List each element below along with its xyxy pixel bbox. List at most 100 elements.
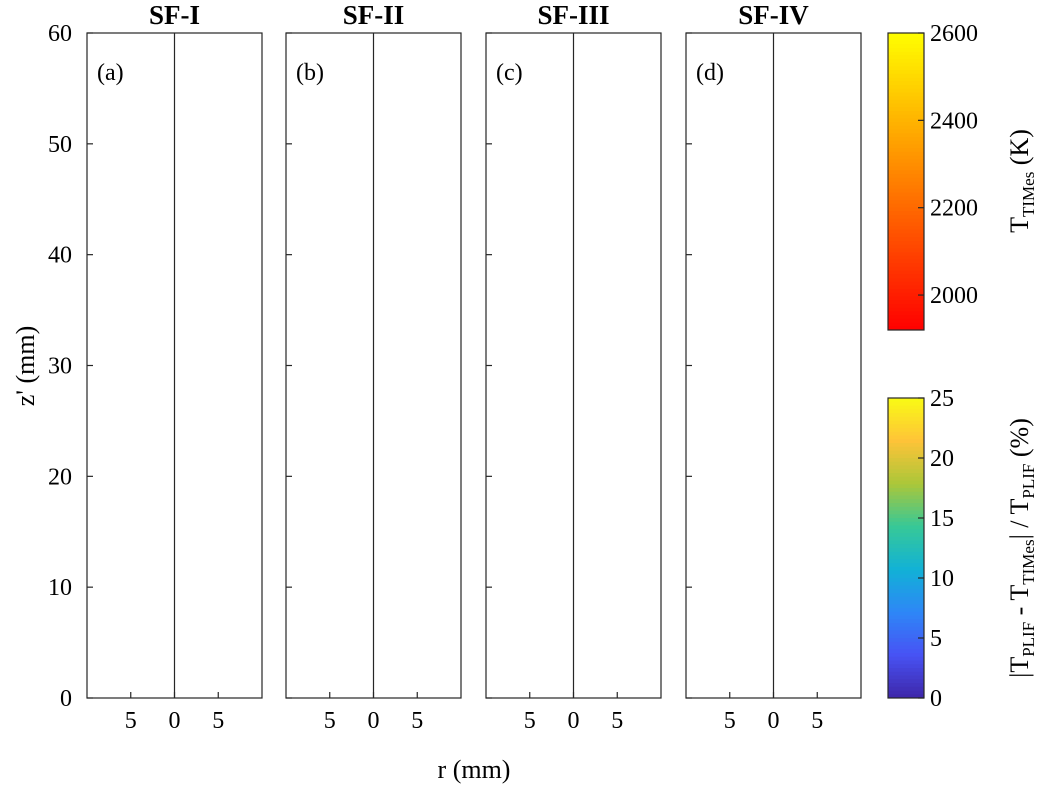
colorbar-swatch — [888, 488, 924, 493]
colorbar-tick-label: 2400 — [930, 108, 978, 134]
colorbar-swatch — [888, 495, 924, 500]
colorbar-swatch — [888, 214, 924, 220]
colorbar-swatch — [888, 473, 924, 478]
panel-title: SF-IV — [738, 0, 809, 30]
colorbar-swatch — [888, 196, 924, 201]
colorbar-swatch — [888, 136, 924, 142]
colorbar-swatch — [888, 311, 924, 316]
colorbar-swatch — [888, 405, 924, 410]
x-tick-label: 5 — [411, 708, 423, 734]
colorbar-swatch — [888, 634, 924, 639]
panel-title: SF-II — [343, 0, 405, 30]
colorbar-swatch — [888, 240, 924, 246]
colorbar-swatch — [888, 484, 924, 489]
colorbar-tick-label: 2200 — [930, 196, 978, 222]
colorbar-swatch — [888, 431, 924, 436]
colorbar-swatch — [888, 88, 924, 93]
colorbar-swatch — [888, 401, 924, 406]
colorbar-swatch — [888, 454, 924, 459]
colorbar-swatch — [888, 499, 924, 504]
colorbar-swatch — [888, 566, 924, 571]
colorbar-swatch — [888, 600, 924, 605]
colorbar-swatch — [888, 122, 924, 127]
colorbar-swatch — [888, 690, 924, 695]
colorbar-swatch — [888, 510, 924, 515]
colorbar-swatch — [888, 207, 924, 212]
colorbar-swatch — [888, 266, 924, 271]
colorbar-swatch — [888, 619, 924, 624]
colorbar-swatch — [888, 151, 924, 156]
colorbar-swatch — [888, 585, 924, 590]
colorbar-swatch — [888, 44, 924, 49]
colorbar-swatch — [888, 656, 924, 661]
colorbar-swatch — [888, 99, 924, 104]
colorbar-swatch — [888, 548, 924, 553]
colorbar-swatch — [888, 318, 924, 323]
colorbar-tick-label: 15 — [930, 506, 954, 532]
colorbar-swatch — [888, 129, 924, 134]
colorbar-swatch — [888, 315, 924, 320]
colorbar-swatch — [888, 615, 924, 620]
panel-label: (b) — [296, 60, 324, 86]
colorbar-swatch — [888, 521, 924, 526]
colorbar-swatch — [888, 166, 924, 171]
colorbar-frame — [887, 32, 925, 331]
colorbar-swatch — [888, 664, 924, 669]
colorbar-swatch — [888, 424, 924, 429]
colorbar-swatch — [888, 581, 924, 586]
colorbar-swatch — [888, 461, 924, 466]
panels: 5 0 5 SF-I (a) 5 0 5 SF-II (b) 5 0 5 SF-III (c) 5 0 5 SF-I… — [86, 0, 862, 734]
colorbar-deviation: 0 5 10 15 20 25 |TPLIF - TTIMes| / TPLIF (%) — [887, 386, 1038, 712]
colorbar-swatch — [888, 416, 924, 421]
colorbar-swatch — [888, 608, 924, 613]
colorbar-swatch — [888, 174, 924, 179]
colorbar-swatch — [888, 465, 924, 470]
colorbar-swatch — [888, 589, 924, 594]
colorbar-swatch — [888, 611, 924, 616]
colorbar-swatch — [888, 58, 924, 64]
colorbar-swatch — [888, 162, 924, 168]
colorbar-swatch — [888, 70, 924, 75]
colorbar-swatch — [888, 525, 924, 530]
y-tick-label: 20 — [48, 464, 72, 490]
colorbar-swatch — [888, 185, 924, 190]
colorbar-swatch — [888, 544, 924, 549]
colorbar-swatch — [888, 326, 924, 331]
colorbar-swatch — [888, 140, 924, 145]
x-tick-label: 5 — [524, 708, 536, 734]
colorbar-swatch — [888, 192, 924, 197]
colorbar-swatch — [888, 77, 924, 82]
x-tick-label: 5 — [611, 708, 623, 734]
colorbar-swatch — [888, 200, 924, 205]
colorbar-swatch — [888, 33, 924, 38]
colorbar-swatch — [888, 188, 924, 194]
y-tick-label: 60 — [48, 21, 72, 47]
colorbar-swatch — [888, 211, 924, 216]
x-tick-label: 5 — [212, 708, 224, 734]
panel-label: (c) — [496, 60, 523, 86]
colorbar-swatch — [888, 686, 924, 691]
colorbar-swatch — [888, 278, 924, 283]
colorbar-swatch — [888, 304, 924, 309]
colorbar-swatch — [888, 596, 924, 601]
colorbar-swatch — [888, 649, 924, 654]
colorbar-swatch — [888, 626, 924, 631]
colorbar-swatch — [888, 514, 924, 519]
colorbars: 2000 2200 2400 2600 TTIMes (K) 0 5 10 15 20 25 |TPL… — [887, 21, 1038, 712]
colorbar-swatch — [888, 203, 924, 208]
colorbar-swatch — [888, 506, 924, 511]
colorbar-swatch — [888, 281, 924, 286]
colorbar-swatch — [888, 270, 924, 275]
x-tick-label: 0 — [568, 708, 580, 734]
colorbar-swatch — [888, 671, 924, 676]
colorbar-temperature-label: TTIMes (K) — [1005, 129, 1038, 233]
colorbar-swatch — [888, 84, 924, 90]
colorbar-swatch — [888, 237, 924, 242]
colorbar-swatch — [888, 660, 924, 665]
colorbar-swatch — [888, 570, 924, 575]
colorbar-frame — [887, 397, 925, 699]
colorbar-swatch — [888, 559, 924, 564]
colorbar-swatch — [888, 118, 924, 123]
x-tick-label: 0 — [768, 708, 780, 734]
